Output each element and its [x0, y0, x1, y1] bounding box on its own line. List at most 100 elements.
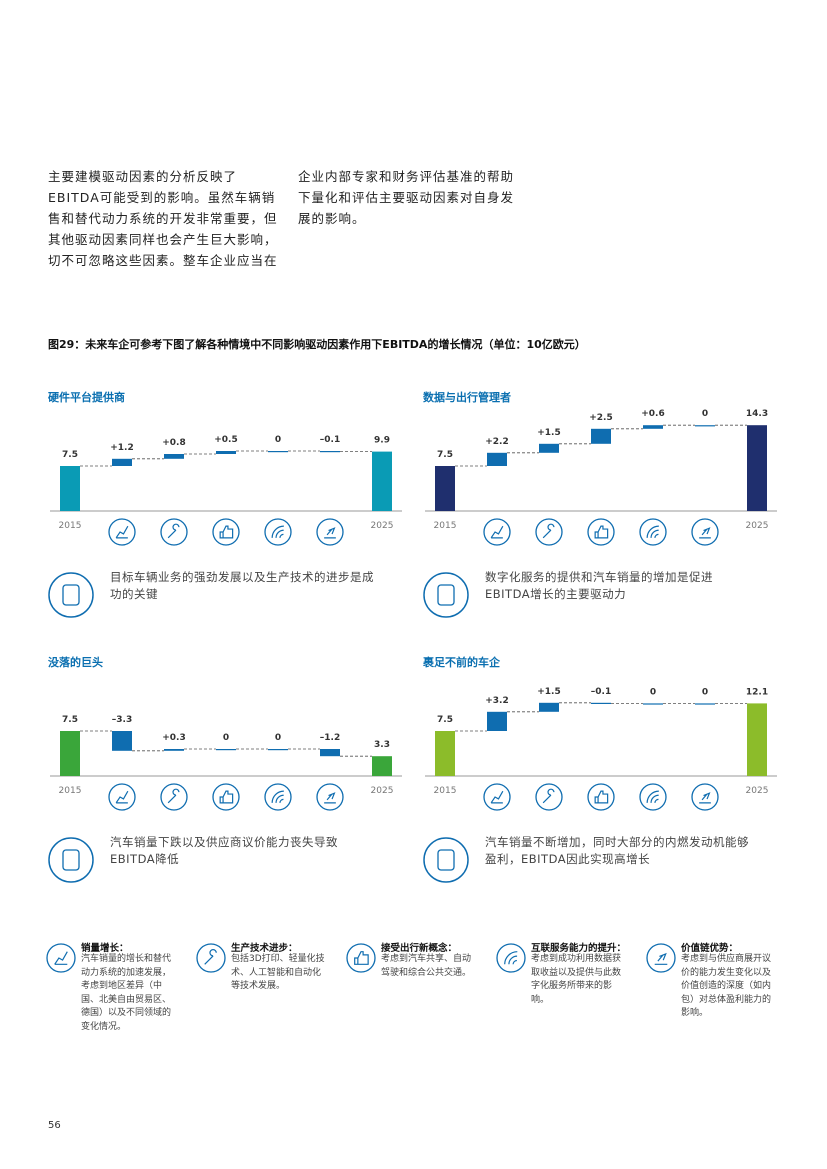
- icon-circle: [196, 943, 226, 973]
- legend-text: 考虑到成功利用数据获取收益以及提供与此数字化服务所带来的影响。: [531, 954, 622, 1005]
- icon-glyph: [542, 788, 555, 804]
- value-label: +0.3: [162, 733, 185, 743]
- icon-circle: [212, 518, 240, 546]
- legend-text: 汽车销量的增长和替代动力系统的加速发展，考虑到地区差异（中国、北美自由贸易区、德…: [81, 954, 172, 1032]
- value-label: 7.5: [62, 715, 78, 725]
- x-tick-label: 2025: [371, 521, 394, 531]
- icon-glyph: [219, 525, 234, 539]
- caption-glyph: [62, 584, 80, 606]
- icon-glyph: [594, 525, 609, 539]
- intro-text: 企业内部专家和财务评估基准的帮助下量化和评估主要驱动因素对自身发展的影响。: [298, 169, 515, 226]
- icon-glyph: [115, 525, 129, 539]
- caption: 汽车销量下跌以及供应商议价能力丧失导致EBITDA降低: [110, 835, 338, 866]
- icon-circle: [160, 518, 188, 546]
- bar: [435, 466, 455, 511]
- value-label: 0: [650, 687, 656, 697]
- value-label: +1.5: [537, 687, 560, 697]
- icon-circle: [483, 518, 511, 546]
- caption-icon: [423, 837, 469, 883]
- caption-icon: [48, 837, 94, 883]
- icon-glyph: [204, 949, 217, 965]
- icon-glyph: [324, 527, 336, 539]
- bar: [643, 703, 663, 705]
- value-label: 9.9: [374, 436, 390, 446]
- icon-glyph: [271, 790, 284, 803]
- icon-glyph: [271, 525, 284, 538]
- bar: [539, 443, 559, 453]
- icon-glyph: [324, 792, 336, 804]
- value-label: +3.2: [485, 696, 508, 706]
- bar: [643, 425, 663, 429]
- caption: 数字化服务的提供和汽车销量的增加是促进EBITDA增长的主要驱动力: [485, 570, 713, 601]
- caption: 汽车销量不断增加，同时大部分的内燃发动机能够盈利，EBITDA因此实现高增长: [485, 835, 749, 866]
- x-tick-label: 2025: [371, 786, 394, 796]
- icon-glyph: [594, 790, 609, 804]
- x-tick-label: 2025: [746, 786, 769, 796]
- page-number: 56: [48, 1120, 61, 1131]
- icon-glyph: [646, 525, 659, 538]
- bar: [320, 451, 340, 453]
- legend-title: 互联服务能力的提升：: [531, 943, 627, 954]
- value-label: +0.6: [641, 409, 664, 419]
- legend-text: 考虑到与供应商展开议价的能力发生变化以及价值创造的深度（如内包）对总体盈利能力的…: [681, 954, 772, 1018]
- bar: [112, 458, 132, 466]
- icon-circle: [108, 783, 136, 811]
- icon-circle: [316, 518, 344, 546]
- icon-glyph: [542, 523, 555, 539]
- legend-title: 接受出行新概念：: [381, 943, 458, 954]
- legend-text: 考虑到汽车共享、自动驾驶和综合公共交通。: [381, 954, 472, 978]
- icon-glyph: [654, 952, 668, 965]
- value-label: –3.3: [112, 715, 132, 725]
- value-label: +2.2: [485, 437, 508, 447]
- icon-glyph: [54, 951, 68, 965]
- chart-title: 数据与出行管理者: [423, 391, 511, 404]
- caption-glyph: [62, 849, 80, 871]
- icon-glyph: [167, 523, 180, 539]
- x-tick-label: 2015: [59, 521, 82, 531]
- value-label: 14.3: [746, 409, 768, 419]
- icon-circle: [535, 518, 563, 546]
- legend-title: 销量增长：: [81, 943, 129, 954]
- icon-glyph: [354, 951, 369, 965]
- icon-glyph: [699, 792, 711, 804]
- icon-circle: [646, 943, 676, 973]
- icon-glyph: [167, 788, 180, 804]
- bar: [112, 731, 132, 751]
- bar: [372, 756, 392, 776]
- icon-circle: [108, 518, 136, 546]
- value-label: +1.2: [110, 443, 133, 453]
- bar: [747, 425, 767, 511]
- bar: [695, 703, 715, 705]
- caption-icon: [423, 572, 469, 618]
- figure-title: 图29：未来车企可参考下图了解各种情境中不同影响驱动因素作用下EBITDA的增长…: [48, 338, 586, 351]
- value-label: 0: [223, 733, 229, 743]
- bar: [591, 428, 611, 444]
- icon-glyph: [490, 525, 504, 539]
- x-tick-label: 2015: [434, 521, 457, 531]
- bar: [268, 749, 288, 751]
- bar: [747, 703, 767, 776]
- icon-glyph: [219, 790, 234, 804]
- icon-circle: [587, 783, 615, 811]
- icon-circle: [264, 783, 292, 811]
- chart-title: 没落的巨头: [48, 656, 103, 669]
- chart-title: 硬件平台提供商: [48, 391, 125, 404]
- value-label: 0: [702, 687, 708, 697]
- bar: [320, 749, 340, 757]
- icon-glyph: [646, 790, 659, 803]
- icon-circle: [160, 783, 188, 811]
- bar: [164, 454, 184, 459]
- icon-circle: [316, 783, 344, 811]
- icon-circle: [639, 518, 667, 546]
- value-label: +2.5: [589, 413, 612, 423]
- legend-title: 价值链优势：: [681, 943, 739, 954]
- caption: 目标车辆业务的强劲发展以及生产技术的进步是成功的关键: [110, 570, 374, 601]
- bar: [435, 731, 455, 776]
- legend-text: 包括3D打印、轻量化技术、人工智能和自动化等技术发展。: [231, 954, 325, 991]
- icon-circle: [212, 783, 240, 811]
- bar: [539, 702, 559, 712]
- value-label: +1.5: [537, 428, 560, 438]
- value-label: 0: [275, 435, 281, 445]
- value-label: 7.5: [437, 450, 453, 460]
